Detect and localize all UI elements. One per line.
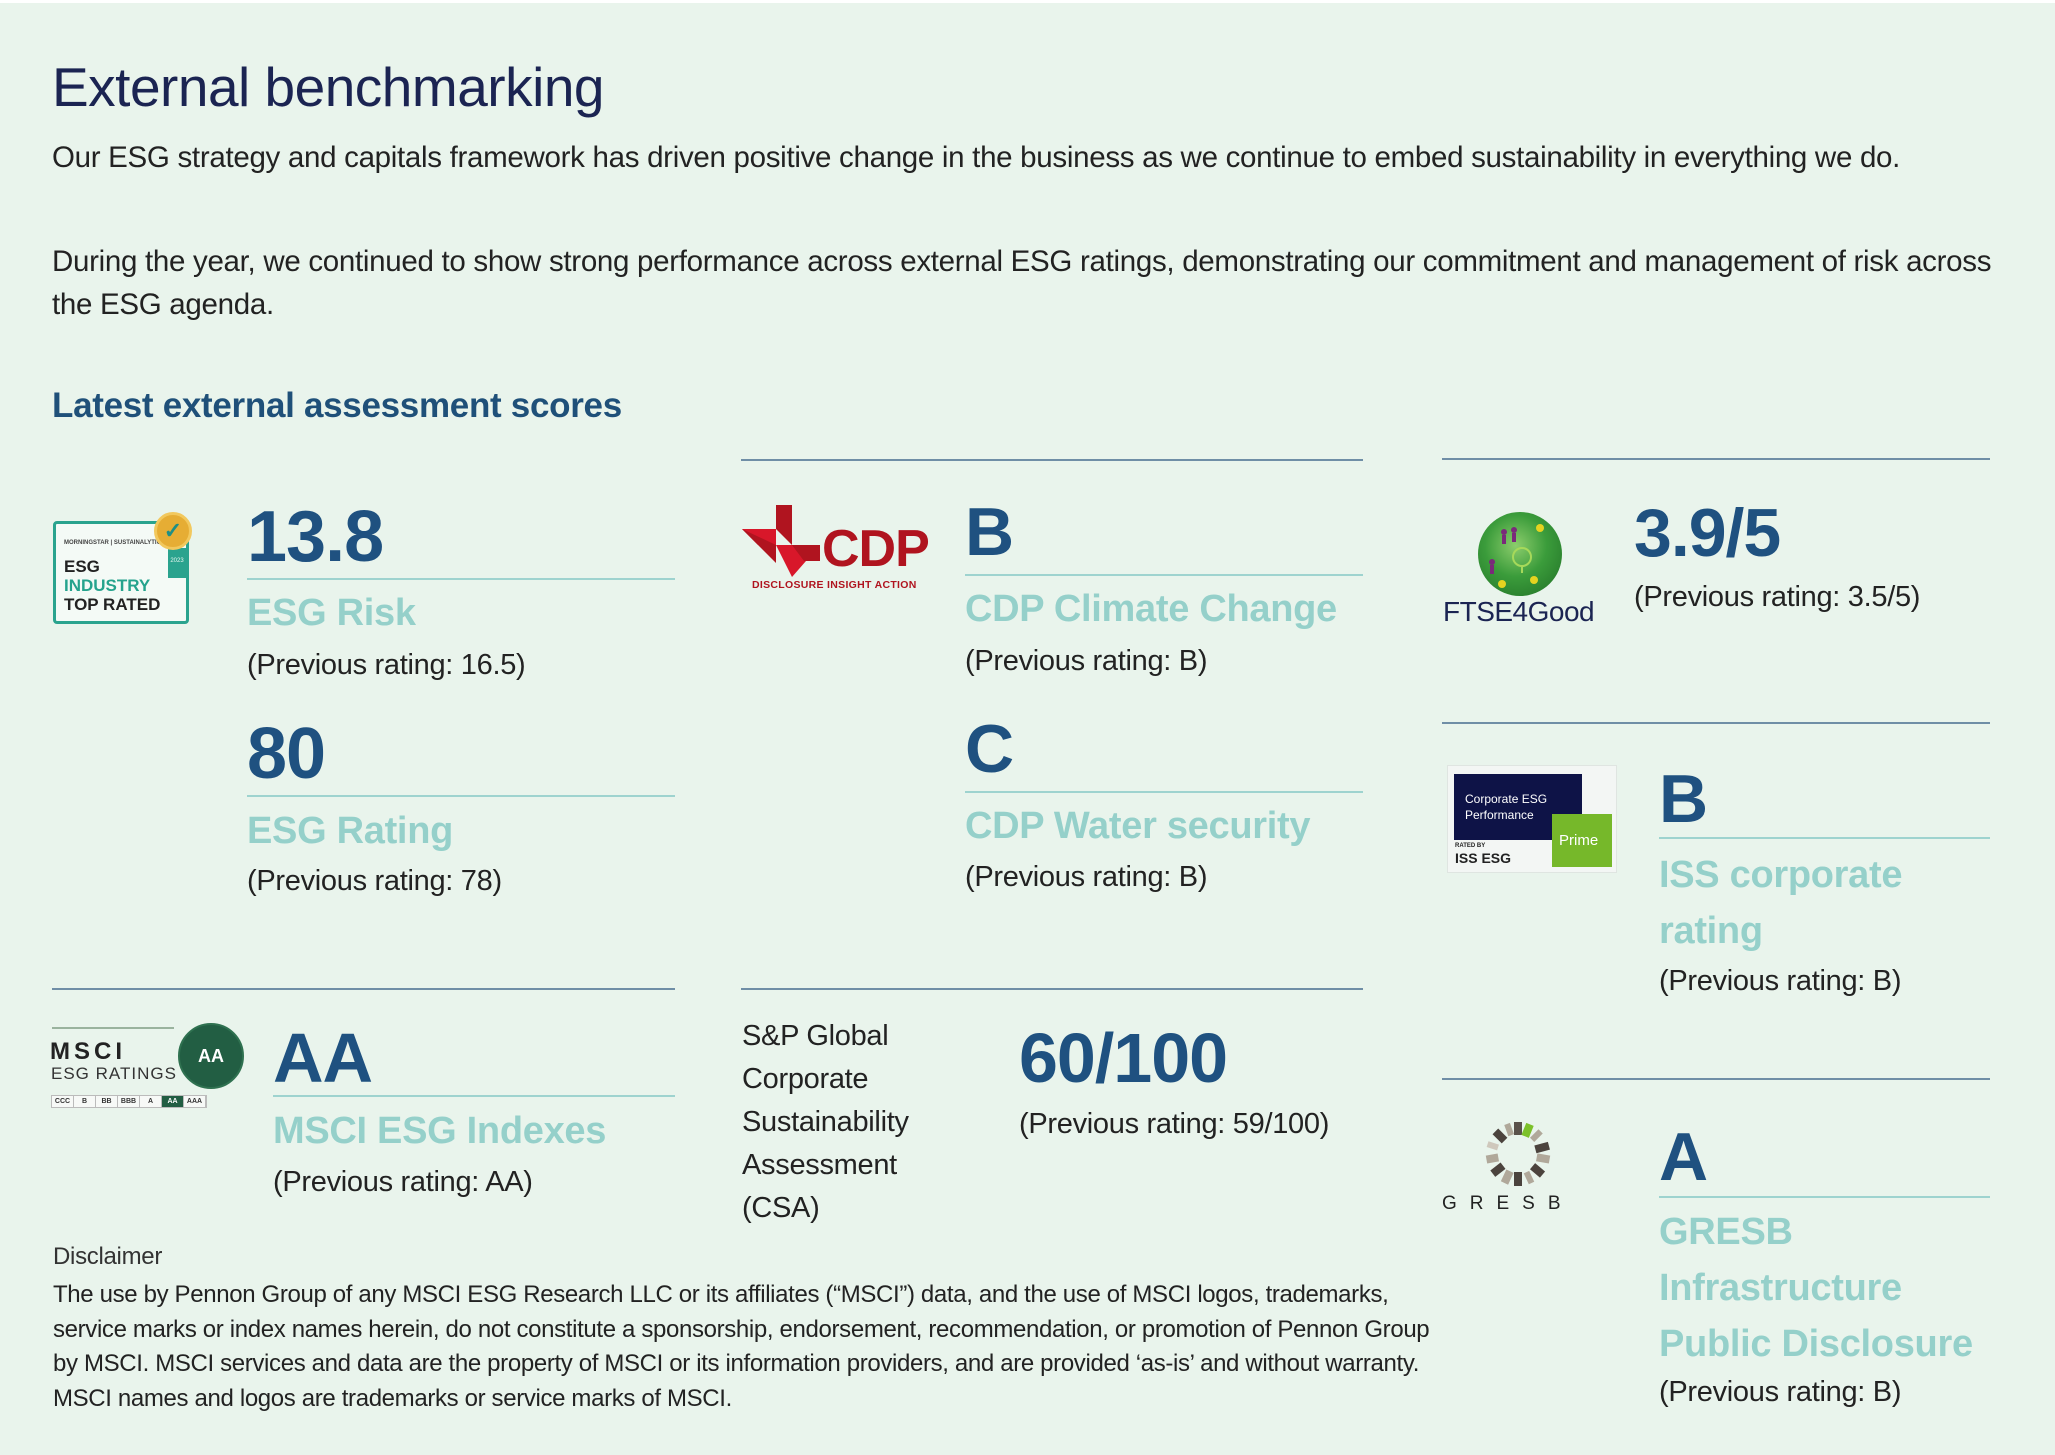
sp-name-line: Assessment bbox=[742, 1149, 897, 1181]
esg-rating-previous: (Previous rating: 78) bbox=[247, 865, 502, 897]
globe-figures-icon bbox=[1489, 524, 1544, 588]
cdp-climate-previous: (Previous rating: B) bbox=[965, 645, 1208, 677]
msci-score: AA bbox=[273, 1019, 373, 1097]
iss-previous: (Previous rating: B) bbox=[1659, 965, 1902, 997]
badge-line-3: TOP RATED bbox=[64, 595, 161, 614]
cdp-mark-icon bbox=[742, 505, 820, 577]
scale-step: A bbox=[140, 1096, 162, 1107]
disclaimer-body: The use by Pennon Group of any MSCI ESG … bbox=[53, 1281, 1430, 1412]
gresb-previous: (Previous rating: B) bbox=[1659, 1376, 1902, 1408]
divider bbox=[273, 1095, 675, 1097]
scale-step: BB bbox=[96, 1096, 118, 1107]
esg-rating-score: 80 bbox=[247, 714, 326, 794]
sustainalytics-logo: MORNINGSTAR | SUSTAINALYTICS ESG INDUSTR… bbox=[53, 512, 192, 624]
divider bbox=[247, 795, 675, 797]
divider bbox=[1442, 722, 1990, 724]
gresb-label-line-2: Infrastructure bbox=[1659, 1267, 1902, 1309]
intro-paragraph-1: Our ESG strategy and capitals framework … bbox=[52, 141, 1901, 174]
badge-line-1: ESG bbox=[64, 557, 100, 576]
esg-risk-score: 13.8 bbox=[247, 497, 384, 577]
esg-risk-previous: (Previous rating: 16.5) bbox=[247, 649, 526, 681]
divider bbox=[1442, 1078, 1990, 1080]
globe-icon bbox=[1478, 512, 1562, 596]
iss-score: B bbox=[1659, 761, 1708, 837]
divider bbox=[1442, 458, 1990, 460]
gresb-label-line-1: GRESB bbox=[1659, 1211, 1793, 1253]
iss-navy-panel: Corporate ESG Performance bbox=[1454, 774, 1582, 840]
cdp-water-score: C bbox=[965, 711, 1014, 787]
divider bbox=[741, 988, 1363, 990]
year-ribbon: 2023 bbox=[168, 548, 186, 578]
sp-global-csa-name: S&P Global Corporate Sustainability Asse… bbox=[742, 1015, 942, 1230]
cdp-wordmark: CDP bbox=[822, 520, 930, 578]
msci-wordmark: MSCI bbox=[50, 1038, 126, 1065]
sp-previous: (Previous rating: 59/100) bbox=[1019, 1108, 1330, 1140]
rated-by-label: RATED BY bbox=[1455, 843, 1486, 849]
msci-rating-scale: CCC B BB BBB A AA AAA bbox=[51, 1095, 207, 1108]
gresb-ring-icon bbox=[1485, 1122, 1551, 1186]
iss-label-line-1: ISS corporate bbox=[1659, 854, 1903, 896]
divider bbox=[247, 578, 675, 580]
ftse-score: 3.9/5 bbox=[1634, 495, 1781, 571]
scale-step: CCC bbox=[52, 1096, 74, 1107]
msci-label: MSCI ESG Indexes bbox=[273, 1110, 607, 1152]
ftse4good-wordmark: FTSE4Good bbox=[1443, 596, 1595, 627]
iss-logo-line-2: Performance bbox=[1465, 808, 1534, 822]
sp-name-line: (CSA) bbox=[742, 1192, 820, 1224]
scale-step: B bbox=[74, 1096, 96, 1107]
msci-rating-badge: AA bbox=[178, 1023, 244, 1089]
cdp-tagline: DISCLOSURE INSIGHT ACTION bbox=[752, 579, 917, 591]
sp-score: 60/100 bbox=[1019, 1019, 1228, 1097]
page: External benchmarking Our ESG strategy a… bbox=[0, 3, 2055, 1455]
sp-name-line: S&P Global bbox=[742, 1020, 889, 1052]
divider bbox=[965, 574, 1363, 576]
badge-line-2: INDUSTRY bbox=[64, 576, 151, 595]
prime-badge: Prime bbox=[1552, 814, 1612, 867]
sustainalytics-brand: MORNINGSTAR | SUSTAINALYTICS bbox=[64, 540, 165, 546]
cdp-logo: CDP DISCLOSURE INSIGHT ACTION bbox=[742, 503, 942, 593]
sp-name-line: Sustainability bbox=[742, 1106, 909, 1138]
divider bbox=[1659, 837, 1990, 839]
divider bbox=[52, 988, 675, 990]
divider bbox=[965, 791, 1363, 793]
esg-rating-label: ESG Rating bbox=[247, 810, 454, 852]
iss-label-line-2: rating bbox=[1659, 910, 1763, 952]
esg-risk-label: ESG Risk bbox=[247, 592, 416, 634]
iss-brand: ISS ESG bbox=[1455, 850, 1512, 866]
cdp-water-previous: (Previous rating: B) bbox=[965, 861, 1208, 893]
check-medal-icon: ✓ bbox=[154, 512, 192, 550]
intro-paragraph-2: During the year, we continued to show st… bbox=[52, 245, 1992, 321]
gresb-wordmark: GRESB bbox=[1442, 1193, 1574, 1214]
divider bbox=[1659, 1196, 1990, 1198]
iss-logo-line-1: Corporate ESG bbox=[1465, 792, 1548, 806]
cdp-climate-label: CDP Climate Change bbox=[965, 588, 1337, 630]
page-title: External benchmarking bbox=[52, 56, 605, 118]
gresb-label: GRESB Infrastructure Public Disclosure bbox=[1659, 1204, 1973, 1372]
iss-esg-logo: Corporate ESG Performance Prime RATED BY… bbox=[1447, 765, 1617, 873]
sp-name-line: Corporate bbox=[742, 1063, 869, 1095]
disclaimer-heading: Disclaimer bbox=[53, 1243, 163, 1270]
msci-logo-line bbox=[52, 1027, 174, 1029]
section-heading: Latest external assessment scores bbox=[52, 386, 622, 425]
ftse-previous: (Previous rating: 3.5/5) bbox=[1634, 581, 1921, 613]
msci-previous: (Previous rating: AA) bbox=[273, 1166, 533, 1198]
scale-step: BBB bbox=[118, 1096, 140, 1107]
cdp-climate-score: B bbox=[965, 494, 1014, 570]
scale-step: AAA bbox=[184, 1096, 206, 1107]
cdp-water-label: CDP Water security bbox=[965, 805, 1311, 847]
gresb-score: A bbox=[1659, 1119, 1708, 1195]
scale-step-active: AA bbox=[162, 1096, 184, 1107]
gresb-label-line-3: Public Disclosure bbox=[1659, 1323, 1973, 1365]
divider bbox=[741, 459, 1363, 461]
iss-label: ISS corporate rating bbox=[1659, 847, 1902, 959]
msci-subtitle: ESG RATINGS bbox=[51, 1064, 177, 1083]
